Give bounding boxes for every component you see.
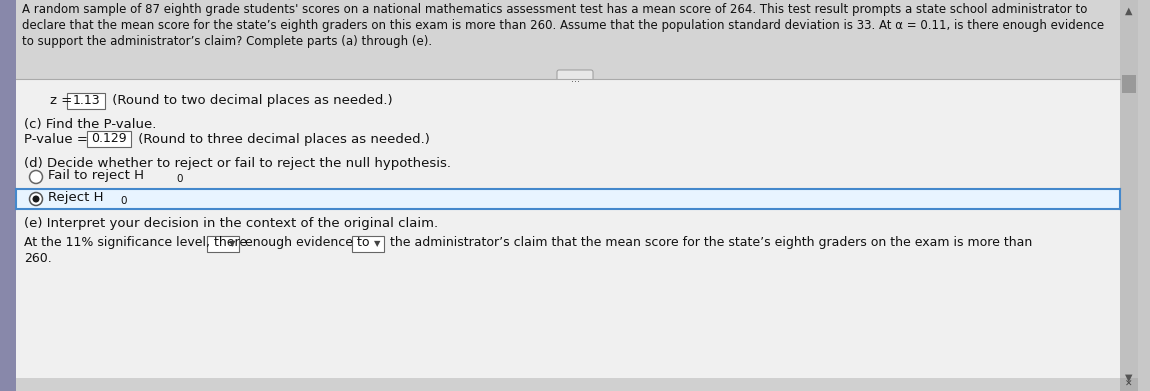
Text: (Round to three decimal places as needed.): (Round to three decimal places as needed… — [135, 133, 430, 146]
Text: At the 11% significance level, there: At the 11% significance level, there — [24, 236, 247, 249]
Circle shape — [32, 196, 39, 203]
Text: ✕: ✕ — [1125, 380, 1133, 389]
Text: P-value =: P-value = — [24, 133, 92, 146]
FancyBboxPatch shape — [67, 93, 105, 109]
Text: (d) Decide whether to reject or fail to reject the null hypothesis.: (d) Decide whether to reject or fail to … — [24, 157, 451, 170]
Text: z =: z = — [49, 94, 77, 107]
Text: 1.13: 1.13 — [72, 95, 100, 108]
FancyBboxPatch shape — [16, 79, 1120, 378]
FancyBboxPatch shape — [0, 0, 16, 391]
Text: to support the administrator’s claim? Complete parts (a) through (e).: to support the administrator’s claim? Co… — [22, 35, 432, 48]
Text: ▼: ▼ — [1125, 373, 1133, 383]
FancyBboxPatch shape — [16, 378, 1120, 391]
FancyBboxPatch shape — [207, 236, 239, 252]
Text: (Round to two decimal places as needed.): (Round to two decimal places as needed.) — [108, 94, 392, 107]
Text: enough evidence to: enough evidence to — [242, 236, 369, 249]
Text: 0.129: 0.129 — [91, 133, 126, 145]
FancyBboxPatch shape — [16, 189, 1120, 209]
Text: declare that the mean score for the state’s eighth graders on this exam is more : declare that the mean score for the stat… — [22, 19, 1104, 32]
Text: ▲: ▲ — [1125, 6, 1133, 16]
FancyBboxPatch shape — [1120, 0, 1138, 391]
Text: the administrator’s claim that the mean score for the state’s eighth graders on : the administrator’s claim that the mean … — [386, 236, 1033, 249]
Text: ...: ... — [570, 74, 580, 84]
Text: ▼: ▼ — [229, 240, 236, 249]
Circle shape — [30, 192, 43, 206]
FancyBboxPatch shape — [87, 131, 131, 147]
Text: 0: 0 — [120, 196, 126, 206]
Text: 260.: 260. — [24, 252, 52, 265]
Text: Fail to reject H: Fail to reject H — [48, 170, 144, 183]
FancyBboxPatch shape — [1122, 75, 1136, 93]
Text: (e) Interpret your decision in the context of the original claim.: (e) Interpret your decision in the conte… — [24, 217, 438, 230]
Text: Reject H: Reject H — [48, 192, 104, 204]
Circle shape — [30, 170, 43, 183]
FancyBboxPatch shape — [557, 70, 593, 88]
FancyBboxPatch shape — [1120, 378, 1138, 391]
Text: 0: 0 — [176, 174, 183, 184]
Text: (c) Find the P-value.: (c) Find the P-value. — [24, 118, 156, 131]
FancyBboxPatch shape — [16, 0, 1128, 79]
Text: A random sample of 87 eighth grade students' scores on a national mathematics as: A random sample of 87 eighth grade stude… — [22, 3, 1088, 16]
FancyBboxPatch shape — [352, 236, 384, 252]
Text: ▼: ▼ — [374, 240, 381, 249]
